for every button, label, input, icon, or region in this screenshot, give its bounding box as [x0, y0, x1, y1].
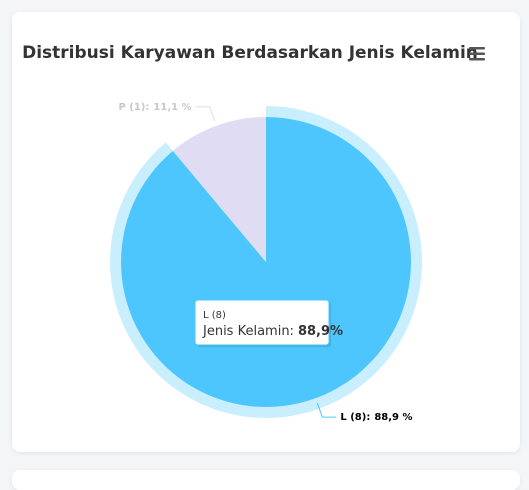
tooltip: L (8) Jenis Kelamin: 88,9% [194, 299, 343, 347]
chart-title: Distribusi Karyawan Berdasarkan Jenis Ke… [22, 43, 478, 63]
data-label-value: 88,9 % [374, 412, 412, 423]
tooltip-label: Jenis Kelamin: [202, 324, 294, 339]
tooltip-header: L (8) [203, 310, 226, 321]
menu-bar [469, 58, 485, 61]
chart: Distribusi Karyawan Berdasarkan Jenis Ke… [22, 42, 488, 423]
tooltip-box [194, 299, 330, 346]
connector [316, 402, 337, 418]
data-label-value: 11,1 % [153, 102, 191, 113]
tooltip-value: 88,9% [298, 324, 343, 339]
data-label: L (8): 88,9 % [340, 412, 412, 423]
page: Distribusi Karyawan Berdasarkan Jenis Ke… [12, 12, 520, 490]
connector [195, 106, 216, 122]
slice [172, 117, 266, 262]
data-label-separator: : [366, 412, 370, 423]
menu-bar [469, 47, 485, 50]
data-label-category: P (1) [119, 102, 146, 113]
tooltip-body: Jenis Kelamin: 88,9% [202, 324, 343, 339]
data-label-separator: : [145, 102, 149, 113]
menu-button[interactable] [466, 42, 488, 64]
menu-bar [469, 52, 485, 55]
data-label: P (1): 11,1 % [119, 102, 192, 113]
data-label-category: L (8) [340, 412, 366, 423]
